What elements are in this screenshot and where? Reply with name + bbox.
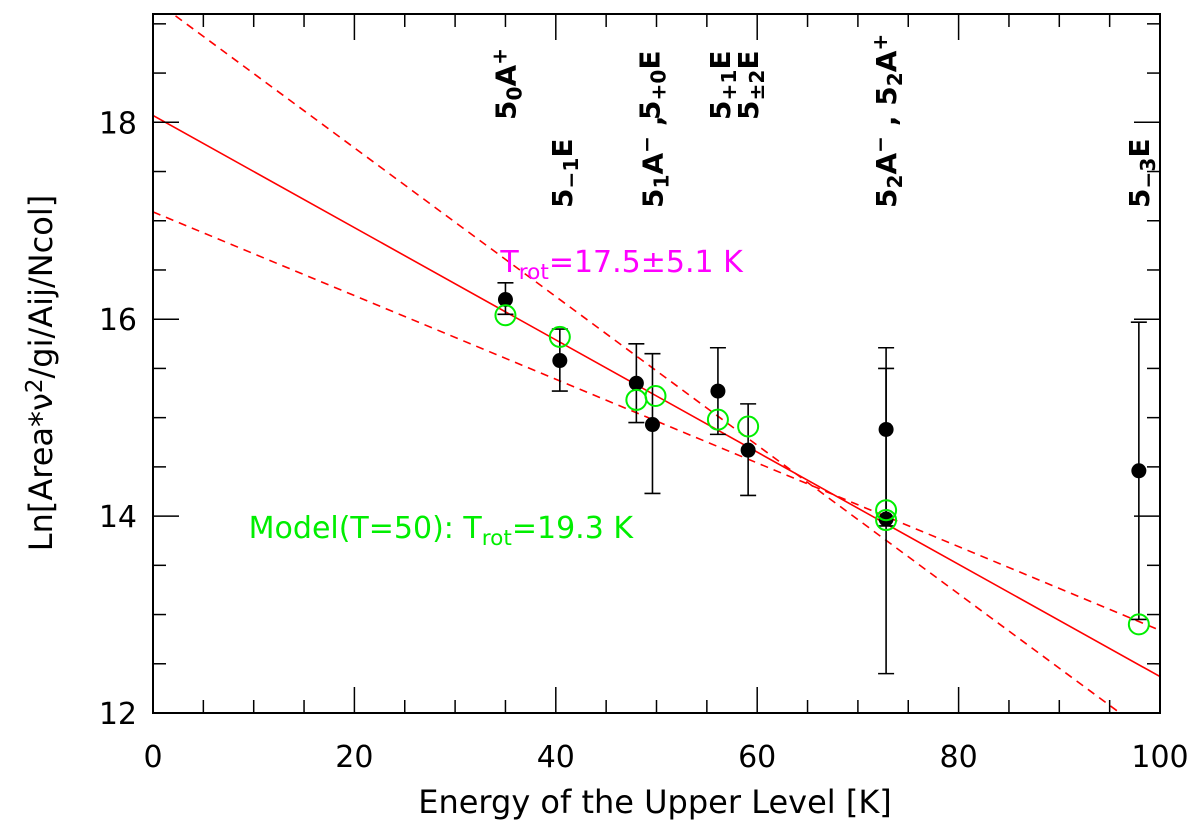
y-tick-label: 18 xyxy=(99,106,137,141)
transition-label: 5±2E xyxy=(732,50,769,120)
transition-label: 52A− , 52A+ xyxy=(868,34,907,208)
model-point xyxy=(875,499,898,522)
x-tick-label: 60 xyxy=(738,740,776,775)
fit-lines xyxy=(153,14,1160,713)
observed-point xyxy=(1131,463,1147,479)
x-tick-label: 0 xyxy=(143,740,162,775)
transition-label: 51A− , xyxy=(634,116,673,208)
model-point xyxy=(737,415,760,438)
observed-point xyxy=(878,511,894,527)
y-axis-title: Ln[Area*ν2/gi/Aij/Ncol] xyxy=(22,195,60,551)
model-trot-label: Model(T=50): Trot=19.3 K xyxy=(249,511,635,551)
transition-label: 5+0E xyxy=(633,50,670,120)
axis-ticks xyxy=(152,14,1161,714)
transition-label: 5+1E xyxy=(704,50,741,120)
tick-labels: 0 20 40 60 80 100 12 14 16 18 xyxy=(99,106,1189,775)
transition-label: 50A+ xyxy=(487,48,526,120)
fit-line-solid xyxy=(153,114,1160,678)
x-tick-label: 80 xyxy=(940,740,978,775)
transition-label: 5−1E xyxy=(546,138,583,208)
x-axis-title: Energy of the Upper Level [K] xyxy=(418,783,892,821)
data-points xyxy=(494,292,1150,636)
model-point xyxy=(548,325,571,348)
model-point xyxy=(494,304,517,327)
model-point xyxy=(644,384,667,407)
model-point xyxy=(1127,613,1150,636)
y-tick-label: 14 xyxy=(99,500,137,535)
trot-fit-label: Trot=17.5±5.1 K xyxy=(499,245,744,285)
observed-point xyxy=(710,383,726,399)
observed-point xyxy=(628,375,644,391)
transition-label: 5−3E xyxy=(1123,138,1160,208)
observed-point xyxy=(878,421,894,437)
x-tick-label: 100 xyxy=(1131,740,1188,775)
observed-point xyxy=(740,442,756,458)
y-tick-label: 12 xyxy=(99,697,137,732)
fit-line-dashed xyxy=(171,14,1122,713)
x-tick-label: 20 xyxy=(335,740,373,775)
observed-point xyxy=(497,292,513,308)
observed-point xyxy=(644,417,660,433)
x-tick-label: 40 xyxy=(537,740,575,775)
annotations: Trot=17.5±5.1 K Model(T=50): Trot=19.3 K xyxy=(249,245,744,550)
y-tick-label: 16 xyxy=(99,303,137,338)
observed-point xyxy=(552,353,568,369)
model-point xyxy=(706,408,729,431)
model-point xyxy=(875,509,898,532)
